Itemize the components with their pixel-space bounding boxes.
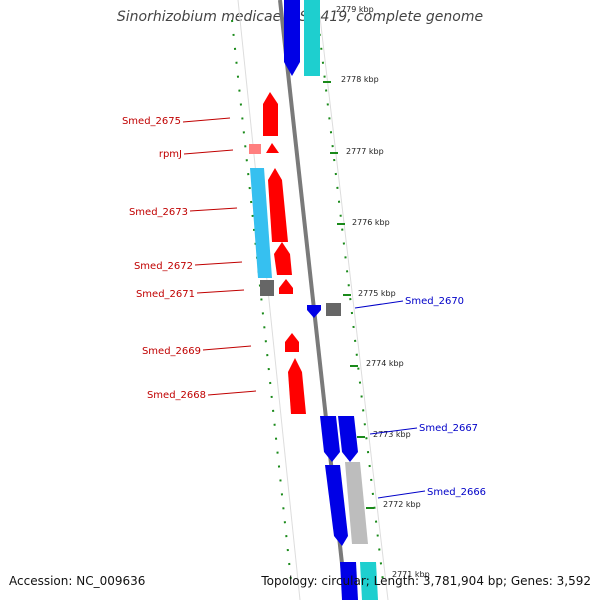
left-gene-labels: Smed_2675 rpmJ Smed_2673 Smed_2672 Smed_… bbox=[122, 116, 257, 401]
gene-smed-2667-b[interactable] bbox=[338, 416, 358, 462]
topology-text: Topology: circular; Length: 3,781,904 bp… bbox=[261, 574, 591, 588]
gene-smed-2670-pseudo[interactable] bbox=[326, 303, 341, 316]
gene-smed-2669[interactable] bbox=[285, 333, 299, 352]
gene-label[interactable]: Smed_2675 bbox=[122, 116, 181, 127]
left-dotted-ring bbox=[231, 19, 293, 591]
gene-rpmj-rna[interactable] bbox=[249, 144, 261, 154]
gene-label[interactable]: Smed_2671 bbox=[136, 289, 195, 300]
kbp-label: 2771 kbp bbox=[392, 570, 430, 579]
kbp-label: 2777 kbp bbox=[346, 147, 384, 156]
gene-smed-2670[interactable] bbox=[307, 305, 321, 318]
gene-rpmj[interactable] bbox=[266, 143, 279, 153]
gene-top-cyan[interactable] bbox=[304, 0, 320, 76]
gene-top-blue[interactable] bbox=[284, 0, 300, 76]
kbp-label: 2774 kbp bbox=[366, 359, 404, 368]
kbp-label: 2776 kbp bbox=[352, 218, 390, 227]
gene-label[interactable]: Smed_2669 bbox=[142, 346, 201, 357]
kbp-label: 2775 kbp bbox=[358, 289, 396, 298]
gene-label[interactable]: Smed_2668 bbox=[147, 390, 206, 401]
kbp-label: 2779 kbp bbox=[336, 5, 374, 14]
gene-smed-2675[interactable] bbox=[263, 92, 278, 136]
right-gene-labels: Smed_2670 Smed_2667 Smed_2666 bbox=[354, 296, 486, 499]
gene-smed-2673-rna[interactable] bbox=[250, 168, 272, 278]
left-ring-boundary bbox=[237, 0, 301, 600]
gene-smed-2671-pseudo[interactable] bbox=[260, 280, 274, 296]
kbp-label: 2772 kbp bbox=[383, 500, 421, 509]
gene-label[interactable]: Smed_2667 bbox=[419, 423, 478, 434]
gene-label[interactable]: Smed_2666 bbox=[427, 487, 486, 498]
kbp-ticks: 2779 kbp 2778 kbp 2777 kbp 2776 kbp 2775… bbox=[323, 5, 430, 579]
gene-smed-2667-a[interactable] bbox=[320, 416, 340, 462]
gene-smed-2668[interactable] bbox=[288, 358, 306, 414]
gene-label[interactable]: Smed_2670 bbox=[405, 296, 464, 307]
gene-label[interactable]: Smed_2673 bbox=[129, 207, 188, 218]
kbp-label: 2773 kbp bbox=[373, 430, 411, 439]
gene-label[interactable]: Smed_2672 bbox=[134, 261, 193, 272]
gene-label[interactable]: rpmJ bbox=[159, 149, 182, 160]
gene-smed-2666[interactable] bbox=[325, 465, 348, 546]
gene-bottom-cyan[interactable] bbox=[360, 562, 378, 600]
gene-bottom-blue[interactable] bbox=[340, 562, 358, 600]
right-ring-boundary bbox=[317, 0, 389, 600]
gene-smed-2672[interactable] bbox=[274, 242, 292, 275]
gene-smed-2666-pseudo[interactable] bbox=[345, 462, 368, 544]
accession-text: Accession: NC_009636 bbox=[9, 574, 146, 588]
gene-smed-2671[interactable] bbox=[279, 279, 293, 294]
kbp-label: 2778 kbp bbox=[341, 75, 379, 84]
gene-smed-2673[interactable] bbox=[268, 168, 288, 242]
